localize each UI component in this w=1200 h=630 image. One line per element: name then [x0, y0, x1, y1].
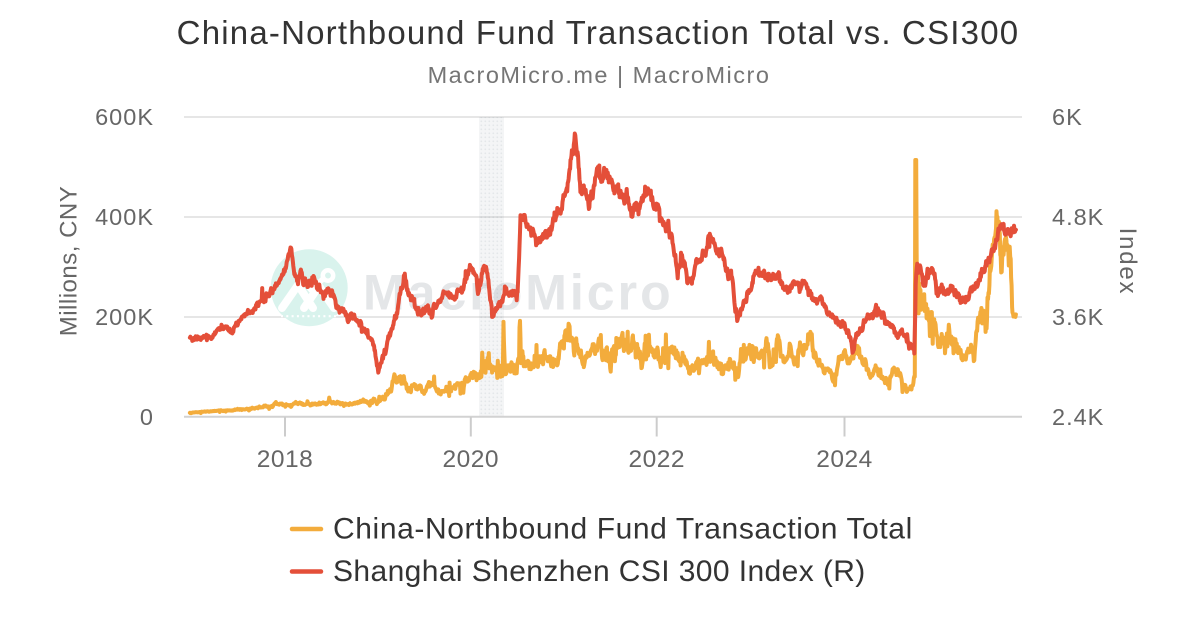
svg-text:200K: 200K: [95, 304, 154, 330]
svg-text:600K: 600K: [95, 104, 154, 130]
svg-text:MacroMicro.me | MacroMicro: MacroMicro.me | MacroMicro: [428, 62, 771, 88]
svg-text:Index: Index: [1114, 228, 1141, 296]
svg-text:3.6K: 3.6K: [1052, 304, 1104, 330]
svg-text:2024: 2024: [816, 446, 873, 473]
svg-text:2018: 2018: [257, 446, 314, 473]
svg-text:400K: 400K: [95, 204, 154, 230]
svg-text:4.8K: 4.8K: [1052, 204, 1104, 230]
svg-text:2.4K: 2.4K: [1052, 404, 1104, 430]
svg-text:2020: 2020: [443, 446, 500, 473]
svg-text:0: 0: [140, 404, 154, 430]
svg-text:Shanghai Shenzhen CSI 300 Inde: Shanghai Shenzhen CSI 300 Index (R): [333, 555, 866, 588]
svg-text:Millions, CNY: Millions, CNY: [56, 186, 83, 337]
svg-text:2022: 2022: [628, 446, 685, 473]
svg-text:China-Northbound Fund Transact: China-Northbound Fund Transaction Total: [333, 513, 913, 546]
svg-text:6K: 6K: [1052, 104, 1083, 130]
svg-text:China-Northbound Fund Transact: China-Northbound Fund Transaction Total …: [177, 14, 1020, 51]
